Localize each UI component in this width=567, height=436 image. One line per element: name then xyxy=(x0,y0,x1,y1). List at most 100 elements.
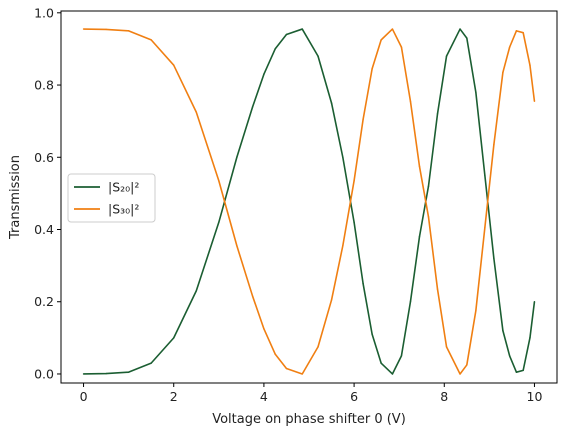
data-point xyxy=(285,367,288,370)
data-point xyxy=(330,102,333,104)
data-point xyxy=(508,355,511,357)
y-tick-label: 0.2 xyxy=(34,294,54,309)
data-point xyxy=(173,64,175,66)
x-tick-label: 0 xyxy=(80,389,88,404)
plot-frame xyxy=(60,10,558,384)
data-point xyxy=(362,282,364,285)
data-point xyxy=(251,295,254,298)
data-point xyxy=(330,299,333,301)
data-point xyxy=(533,301,536,303)
data-point xyxy=(436,113,439,115)
data-point xyxy=(508,46,511,48)
data-point xyxy=(427,185,430,187)
data-point xyxy=(195,111,197,113)
data-point xyxy=(127,371,130,373)
data-point xyxy=(353,221,355,223)
data-point xyxy=(82,373,85,375)
data-point xyxy=(301,373,303,375)
data-point xyxy=(218,180,220,182)
data-point xyxy=(371,333,373,335)
legend: |S₂₀|² |S₃₀|² xyxy=(67,173,156,223)
data-point xyxy=(502,71,504,74)
x-tick-label: 10 xyxy=(527,389,543,404)
data-point xyxy=(400,46,403,48)
data-point xyxy=(218,221,220,223)
data-point xyxy=(127,30,130,32)
data-point xyxy=(515,30,518,32)
series-line-1 xyxy=(83,28,536,375)
data-point xyxy=(263,328,265,330)
data-point xyxy=(380,39,382,41)
data-point xyxy=(533,100,536,102)
data-point xyxy=(251,106,254,108)
data-point xyxy=(409,301,412,303)
data-point xyxy=(466,364,468,366)
legend-label-0: |S₂₀|² xyxy=(108,180,139,195)
data-point xyxy=(263,73,265,75)
data-point xyxy=(484,174,486,177)
data-point xyxy=(445,346,448,348)
y-tick-label: 0.8 xyxy=(34,78,54,93)
y-tick-label: 0.0 xyxy=(34,366,54,381)
data-point xyxy=(301,28,303,30)
data-point xyxy=(380,362,382,364)
data-point xyxy=(105,28,107,31)
data-point xyxy=(515,371,518,373)
y-tick-label: 0.6 xyxy=(34,150,54,165)
data-point xyxy=(502,329,504,332)
x-axis-ticks: 0 2 4 6 8 10 xyxy=(80,383,543,404)
y-tick-label: 1.0 xyxy=(34,5,54,20)
data-point xyxy=(466,37,468,39)
data-point xyxy=(475,91,477,93)
data-point xyxy=(317,346,319,348)
data-point xyxy=(342,156,344,158)
data-point xyxy=(391,373,394,375)
legend-box xyxy=(67,173,156,223)
x-axis-label: Voltage on phase shifter 0 (V) xyxy=(212,412,406,427)
data-point xyxy=(274,48,276,50)
x-tick-label: 2 xyxy=(170,389,178,404)
data-point xyxy=(529,64,531,66)
data-point xyxy=(409,100,412,102)
x-tick-label: 6 xyxy=(350,389,358,404)
data-point xyxy=(150,39,152,41)
data-point xyxy=(342,245,344,247)
data-point xyxy=(418,165,421,168)
data-point xyxy=(484,226,486,229)
data-point xyxy=(391,28,394,30)
data-point xyxy=(371,68,373,70)
y-axis-ticks: 0.0 0.2 0.4 0.6 0.8 1.0 xyxy=(34,5,61,381)
data-point xyxy=(82,28,85,30)
data-point xyxy=(285,33,288,36)
data-point xyxy=(317,55,319,57)
data-point xyxy=(173,337,175,339)
data-point xyxy=(195,290,197,292)
data-point xyxy=(436,288,439,290)
data-point xyxy=(150,362,152,364)
data-point xyxy=(427,216,430,218)
data-point xyxy=(459,28,461,30)
y-axis-label: Transmission xyxy=(8,155,23,240)
data-point xyxy=(274,353,276,355)
legend-label-1: |S₃₀|² xyxy=(108,202,139,217)
data-point xyxy=(493,257,495,260)
series-line-0 xyxy=(83,28,536,375)
data-point xyxy=(445,55,448,57)
data-point xyxy=(362,118,364,121)
x-tick-label: 4 xyxy=(260,389,268,404)
y-tick-label: 0.4 xyxy=(34,222,54,237)
data-point xyxy=(522,31,524,34)
data-point xyxy=(475,310,477,312)
data-point xyxy=(353,180,355,182)
data-point xyxy=(529,337,531,339)
data-point xyxy=(236,156,238,158)
data-point xyxy=(105,372,107,375)
data-point xyxy=(459,373,461,375)
data-point xyxy=(493,143,495,146)
series-lines xyxy=(82,28,536,375)
data-point xyxy=(522,369,524,372)
data-point xyxy=(400,355,403,357)
data-point xyxy=(418,236,421,238)
x-tick-label: 8 xyxy=(440,389,448,404)
